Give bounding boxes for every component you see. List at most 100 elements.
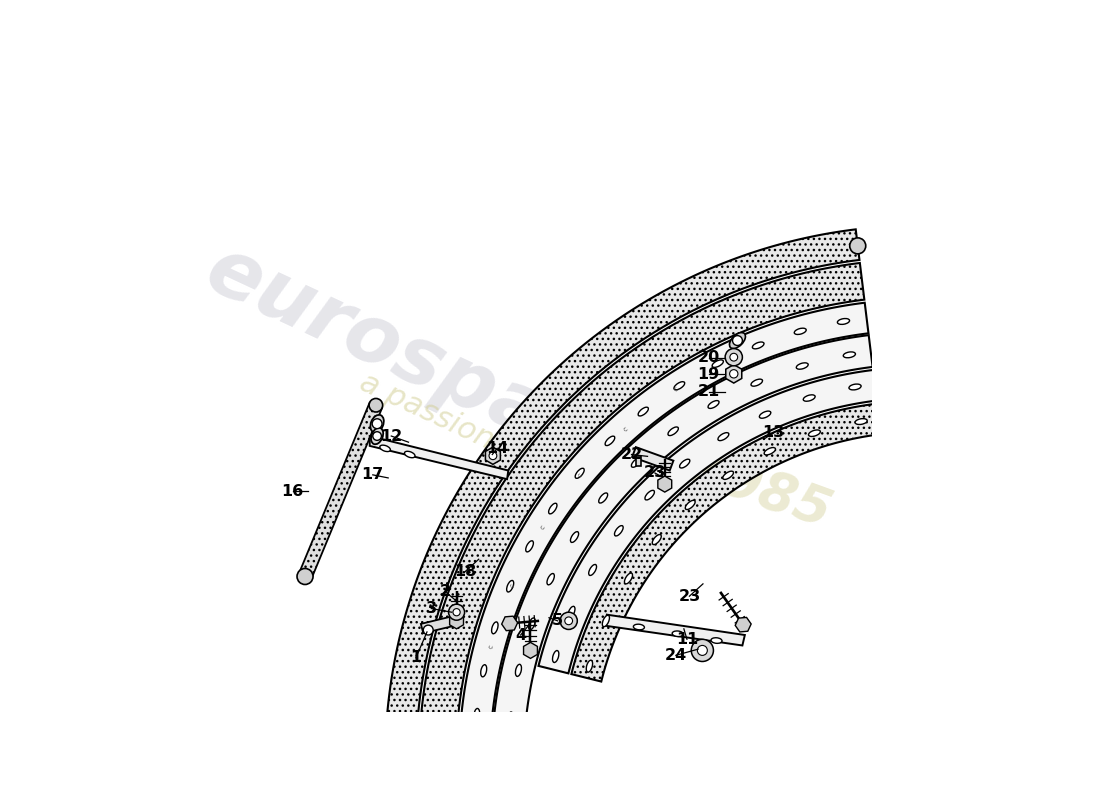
Polygon shape (485, 447, 501, 464)
Ellipse shape (837, 318, 849, 324)
Ellipse shape (605, 436, 615, 446)
Ellipse shape (638, 407, 648, 416)
Text: 24: 24 (664, 648, 688, 663)
Ellipse shape (631, 458, 641, 467)
Circle shape (849, 238, 866, 254)
Text: c: c (576, 472, 584, 479)
Text: 3: 3 (426, 601, 437, 616)
Circle shape (372, 418, 382, 429)
Ellipse shape (598, 493, 607, 503)
Text: 17: 17 (362, 467, 384, 482)
Polygon shape (493, 335, 872, 734)
Polygon shape (299, 402, 382, 579)
Text: 23: 23 (679, 589, 701, 604)
Ellipse shape (794, 328, 806, 334)
Ellipse shape (571, 532, 579, 542)
Polygon shape (420, 263, 865, 729)
Ellipse shape (855, 418, 867, 425)
Text: 13: 13 (762, 426, 784, 441)
Text: 19: 19 (697, 367, 719, 382)
Polygon shape (460, 302, 869, 731)
Ellipse shape (588, 565, 596, 575)
Ellipse shape (405, 451, 415, 458)
Polygon shape (502, 616, 518, 630)
Polygon shape (421, 614, 462, 633)
Text: 5: 5 (552, 614, 563, 628)
Text: c: c (621, 426, 629, 433)
Text: c: c (488, 643, 495, 649)
Text: eurospares: eurospares (194, 230, 688, 516)
Text: c: c (730, 354, 736, 362)
Circle shape (697, 646, 707, 655)
Ellipse shape (849, 384, 861, 390)
Ellipse shape (568, 606, 575, 618)
Ellipse shape (603, 615, 609, 626)
Ellipse shape (549, 503, 557, 514)
Ellipse shape (634, 624, 645, 630)
Ellipse shape (751, 379, 762, 386)
Text: 1: 1 (410, 650, 421, 666)
Circle shape (453, 609, 460, 616)
Ellipse shape (803, 395, 815, 402)
Ellipse shape (723, 471, 734, 479)
Circle shape (370, 398, 383, 412)
Ellipse shape (708, 401, 719, 409)
Ellipse shape (508, 712, 514, 724)
Circle shape (424, 625, 433, 635)
Text: 20: 20 (697, 350, 719, 366)
Text: c: c (509, 582, 516, 588)
Circle shape (691, 639, 714, 662)
Polygon shape (658, 476, 672, 492)
Ellipse shape (844, 352, 856, 358)
Ellipse shape (711, 638, 722, 643)
Ellipse shape (615, 526, 624, 536)
Text: 16: 16 (282, 484, 304, 499)
Ellipse shape (371, 428, 383, 444)
Ellipse shape (492, 622, 498, 634)
Ellipse shape (481, 665, 486, 677)
Text: 4: 4 (515, 627, 526, 642)
Text: 22: 22 (620, 447, 642, 462)
Ellipse shape (680, 459, 690, 468)
Ellipse shape (672, 631, 683, 637)
Polygon shape (370, 436, 508, 479)
Polygon shape (632, 447, 673, 470)
Ellipse shape (668, 427, 679, 435)
Circle shape (490, 452, 497, 460)
Polygon shape (524, 642, 538, 658)
Text: c: c (673, 386, 680, 394)
Ellipse shape (516, 664, 521, 676)
Circle shape (725, 349, 742, 366)
Ellipse shape (752, 342, 764, 349)
Polygon shape (735, 618, 751, 632)
Text: 1985: 1985 (683, 441, 839, 540)
Circle shape (297, 569, 313, 585)
Ellipse shape (379, 445, 390, 451)
Text: 14: 14 (486, 441, 508, 456)
Ellipse shape (764, 447, 776, 455)
Ellipse shape (685, 500, 695, 510)
Ellipse shape (552, 650, 559, 662)
Ellipse shape (507, 581, 514, 592)
Polygon shape (636, 456, 640, 466)
Ellipse shape (718, 433, 729, 441)
Ellipse shape (796, 363, 808, 370)
Ellipse shape (547, 574, 554, 585)
Ellipse shape (474, 709, 480, 721)
Ellipse shape (674, 382, 684, 390)
Circle shape (730, 354, 738, 361)
Circle shape (564, 617, 573, 625)
Polygon shape (606, 614, 745, 646)
Polygon shape (450, 613, 463, 629)
Text: 18: 18 (454, 564, 476, 579)
Ellipse shape (759, 411, 771, 418)
Circle shape (560, 612, 578, 630)
Text: 11: 11 (675, 632, 698, 647)
Ellipse shape (808, 430, 821, 437)
Text: 21: 21 (697, 384, 719, 399)
Circle shape (729, 370, 738, 378)
Ellipse shape (586, 660, 593, 672)
Text: 12: 12 (381, 429, 403, 443)
Polygon shape (539, 370, 877, 674)
Circle shape (449, 604, 464, 620)
